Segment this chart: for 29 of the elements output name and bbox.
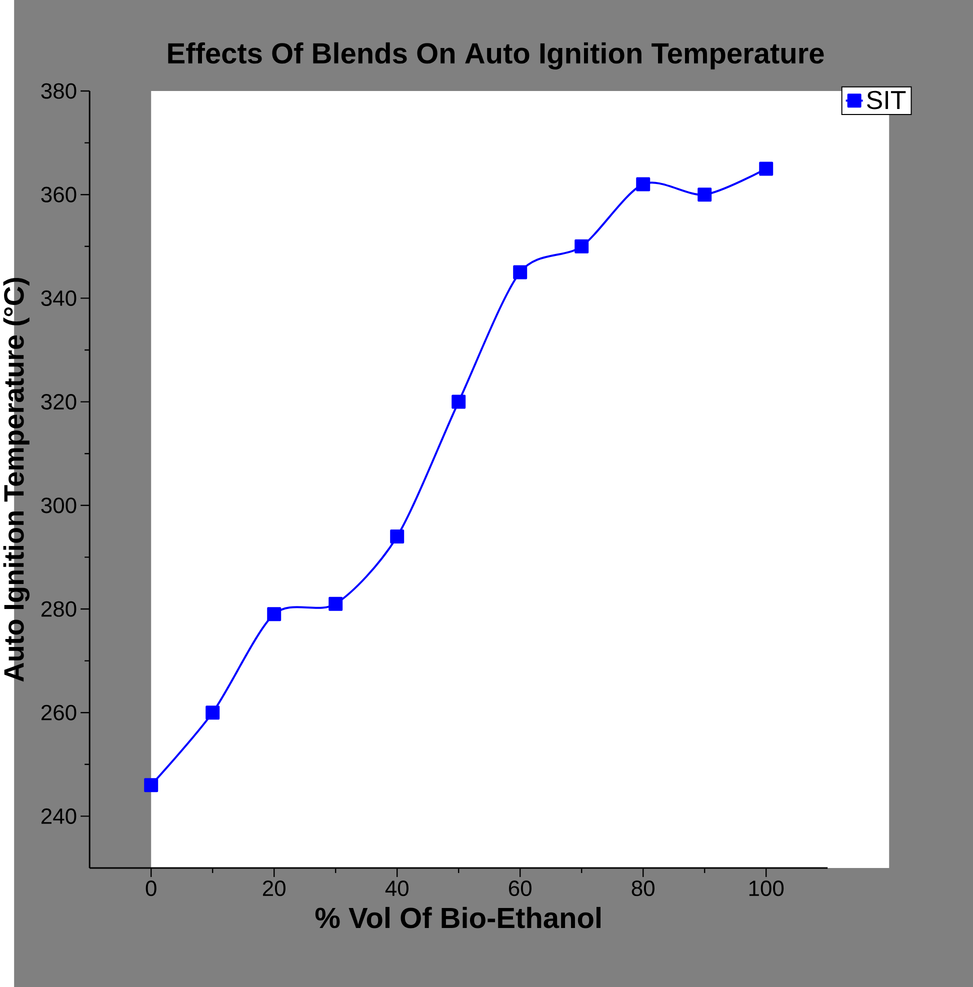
point	[206, 706, 220, 720]
y-tick-label: 260	[41, 704, 76, 720]
legend-label: SIT	[866, 90, 906, 110]
point	[574, 239, 589, 254]
y-tick-label: 360	[41, 186, 76, 202]
y-tick-label: 380	[41, 83, 76, 99]
y-axis-title: Auto Ignition Temperature (°C)	[3, 278, 30, 682]
x-tick-label: 100	[749, 880, 784, 896]
x-tick-label: 20	[262, 880, 286, 896]
y-tick-label: 320	[41, 394, 76, 410]
point	[452, 394, 466, 409]
x-tick-label: 40	[385, 880, 408, 896]
y-tick-label: 340	[41, 290, 76, 306]
point	[267, 607, 282, 622]
y-tick-label: 240	[41, 808, 76, 824]
point	[390, 529, 404, 544]
x-axis-title: % Vol Of Bio-Ethanol	[315, 906, 600, 928]
x-tick-label: 60	[508, 880, 532, 896]
point	[698, 188, 712, 202]
point	[759, 162, 774, 176]
chart-title: Effects Of Blends On Auto Ignition Temperature	[168, 42, 824, 70]
point	[328, 596, 343, 611]
x-tick-label: 80	[632, 880, 654, 896]
y-tick-label: 280	[41, 601, 76, 617]
point	[144, 778, 158, 792]
point	[636, 177, 650, 192]
x-tick-label: 0	[146, 880, 156, 896]
point	[513, 265, 528, 280]
y-tick-label: 300	[41, 498, 76, 514]
